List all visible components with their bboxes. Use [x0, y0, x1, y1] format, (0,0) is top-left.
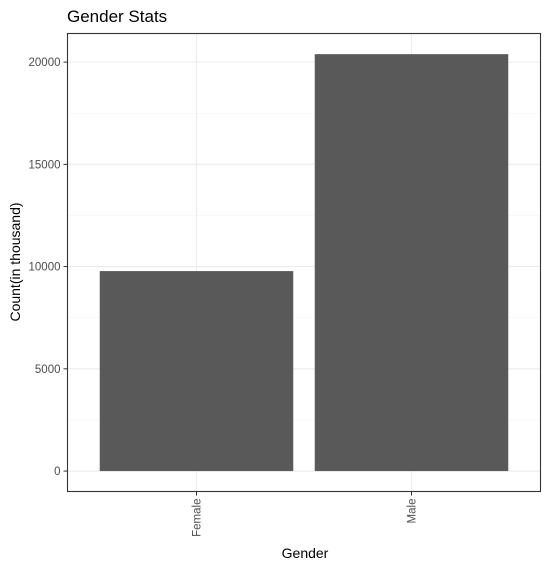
y-axis-label: Count(in thousand) — [7, 202, 23, 321]
y-tick-label: 15000 — [29, 159, 61, 171]
panel-border — [66, 32, 542, 493]
bars — [99, 54, 509, 472]
y-axis: 0 5000 10000 15000 20000 — [29, 57, 68, 478]
x-axis: Female Male — [192, 491, 419, 537]
y-tick-label: 20000 — [29, 57, 61, 69]
y-tick-label: 5000 — [35, 364, 61, 376]
x-axis-label: Gender — [282, 545, 329, 561]
chart-title: Gender Stats — [67, 7, 167, 26]
x-tick-label-female: Female — [192, 499, 204, 537]
y-tick-label: 0 — [54, 466, 60, 478]
bar-male — [314, 54, 509, 472]
bar-female — [99, 271, 294, 472]
x-tick-label-male: Male — [407, 499, 419, 524]
y-tick-label: 10000 — [29, 262, 61, 274]
